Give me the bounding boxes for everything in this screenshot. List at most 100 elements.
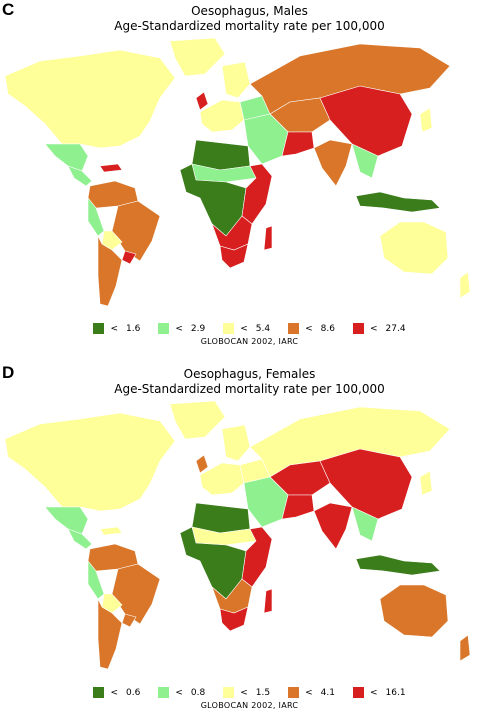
legend-swatch [158,323,170,334]
region-australia [379,584,449,638]
region-caribbean [99,526,123,536]
region-iran [281,131,315,157]
legend-item: <1.5 [223,687,270,698]
title-line-2: Age-Standardized mortality rate per 100,… [114,382,385,396]
legend-swatch [288,687,300,698]
legend-value: 5.4 [255,323,271,334]
legend-swatch [93,687,105,698]
region-uruguay-south-brazil [121,613,137,628]
region-north-africa [191,139,251,171]
legend-item: <5.4 [223,323,270,334]
source-credit: GLOBOCAN 2002, IARC [200,701,299,710]
region-scandinavia [221,61,251,99]
region-uk [195,454,209,474]
legend-swatch [288,323,300,334]
legend-symbol: < [110,323,118,334]
region-iran [281,494,315,520]
legend-item: <8.6 [288,323,335,334]
region-western-europe [199,99,245,133]
region-new-zealand [459,634,471,662]
legend-value: 4.1 [320,687,335,698]
panel-letter: D [2,363,15,382]
legend-symbol: < [110,687,118,698]
region-greenland [169,400,226,440]
region-australia [379,221,449,275]
region-uruguay-south-brazil [121,250,137,265]
legend-symbol: < [305,687,313,698]
region-china-mongolia [319,85,413,157]
region-madagascar [263,225,273,251]
legend-swatch [158,687,170,698]
legend-symbol: < [175,323,183,334]
legend-item: <4.1 [288,687,335,698]
region-south-asia [313,502,353,550]
region-japan [419,107,433,133]
region-south-africa-south [219,606,249,632]
legend-symbol: < [369,323,378,334]
region-japan [419,470,433,496]
panel-males: C Oesophagus, Males Age-Standardized mor… [0,0,499,346]
region-greenland [169,37,226,77]
legend-item: <27.4 [352,323,406,334]
legend-symbol: < [305,323,313,334]
region-central-america [67,165,93,187]
region-central-america [67,528,93,550]
region-andes [87,560,105,600]
map-title: Oesophagus, Females Age-Standardized mor… [0,367,499,397]
region-north-america [4,412,176,512]
legend-value: 27.4 [385,323,406,334]
legend-item: <16.1 [352,687,406,698]
region-bolivia [101,230,123,251]
region-china-mongolia [319,448,413,520]
title-line-2: Age-Standardized mortality rate per 100,… [114,19,385,33]
legend-symbol: < [240,687,248,698]
legend-value: 1.6 [126,323,141,334]
panel-letter: C [2,0,15,19]
region-new-zealand [459,271,471,299]
legend-row: <1.6 <2.9 <5.4 <8.6 <27.4 [0,323,499,334]
world-map-males [4,37,471,307]
panel-females: D Oesophagus, Females Age-Standardized m… [0,363,499,718]
legend-value: 0.8 [190,687,206,698]
legend-value: 1.5 [255,687,271,698]
region-scandinavia [221,424,251,462]
source-credit: GLOBOCAN 2002, IARC [200,337,299,346]
region-indonesia [355,191,441,213]
legend-item: <0.6 [93,687,140,698]
legend-item: <1.6 [93,323,140,334]
legend-females: <0.6 <0.8 <1.5 <4.1 <16.1 GLOBOCAN 2002,… [0,687,499,710]
region-andes [87,197,105,237]
legend-row: <0.6 <0.8 <1.5 <4.1 <16.1 [0,687,499,698]
region-caribbean [99,163,123,173]
world-map-females [4,400,471,670]
region-uk [195,91,209,111]
region-mexico [44,143,89,172]
legend-value: 16.1 [385,687,406,698]
region-western-europe [199,462,245,496]
legend-item: <0.8 [158,687,205,698]
region-southern-cone [97,235,123,307]
map-title: Oesophagus, Males Age-Standardized morta… [0,4,499,34]
region-brazil [111,563,161,625]
region-madagascar [263,588,273,614]
region-mexico [44,506,89,535]
legend-value: 0.6 [126,687,141,698]
legend-item: <2.9 [158,323,205,334]
region-southern-cone [97,598,123,670]
legend-symbol: < [175,687,183,698]
region-south-asia [313,139,353,187]
legend-swatch [352,323,364,334]
region-southeast-asia [351,143,379,179]
legend-value: 8.6 [320,323,335,334]
legend-symbol: < [240,323,248,334]
title-line-1: Oesophagus, Females [183,367,316,381]
region-southeast-asia [351,506,379,542]
legend-swatch [223,687,235,698]
region-south-africa-south [219,243,249,269]
region-bolivia [101,593,123,614]
region-brazil [111,200,161,262]
legend-value: 2.9 [190,323,206,334]
region-north-america [4,49,176,149]
legend-swatch [223,323,235,334]
legend-symbol: < [369,687,378,698]
